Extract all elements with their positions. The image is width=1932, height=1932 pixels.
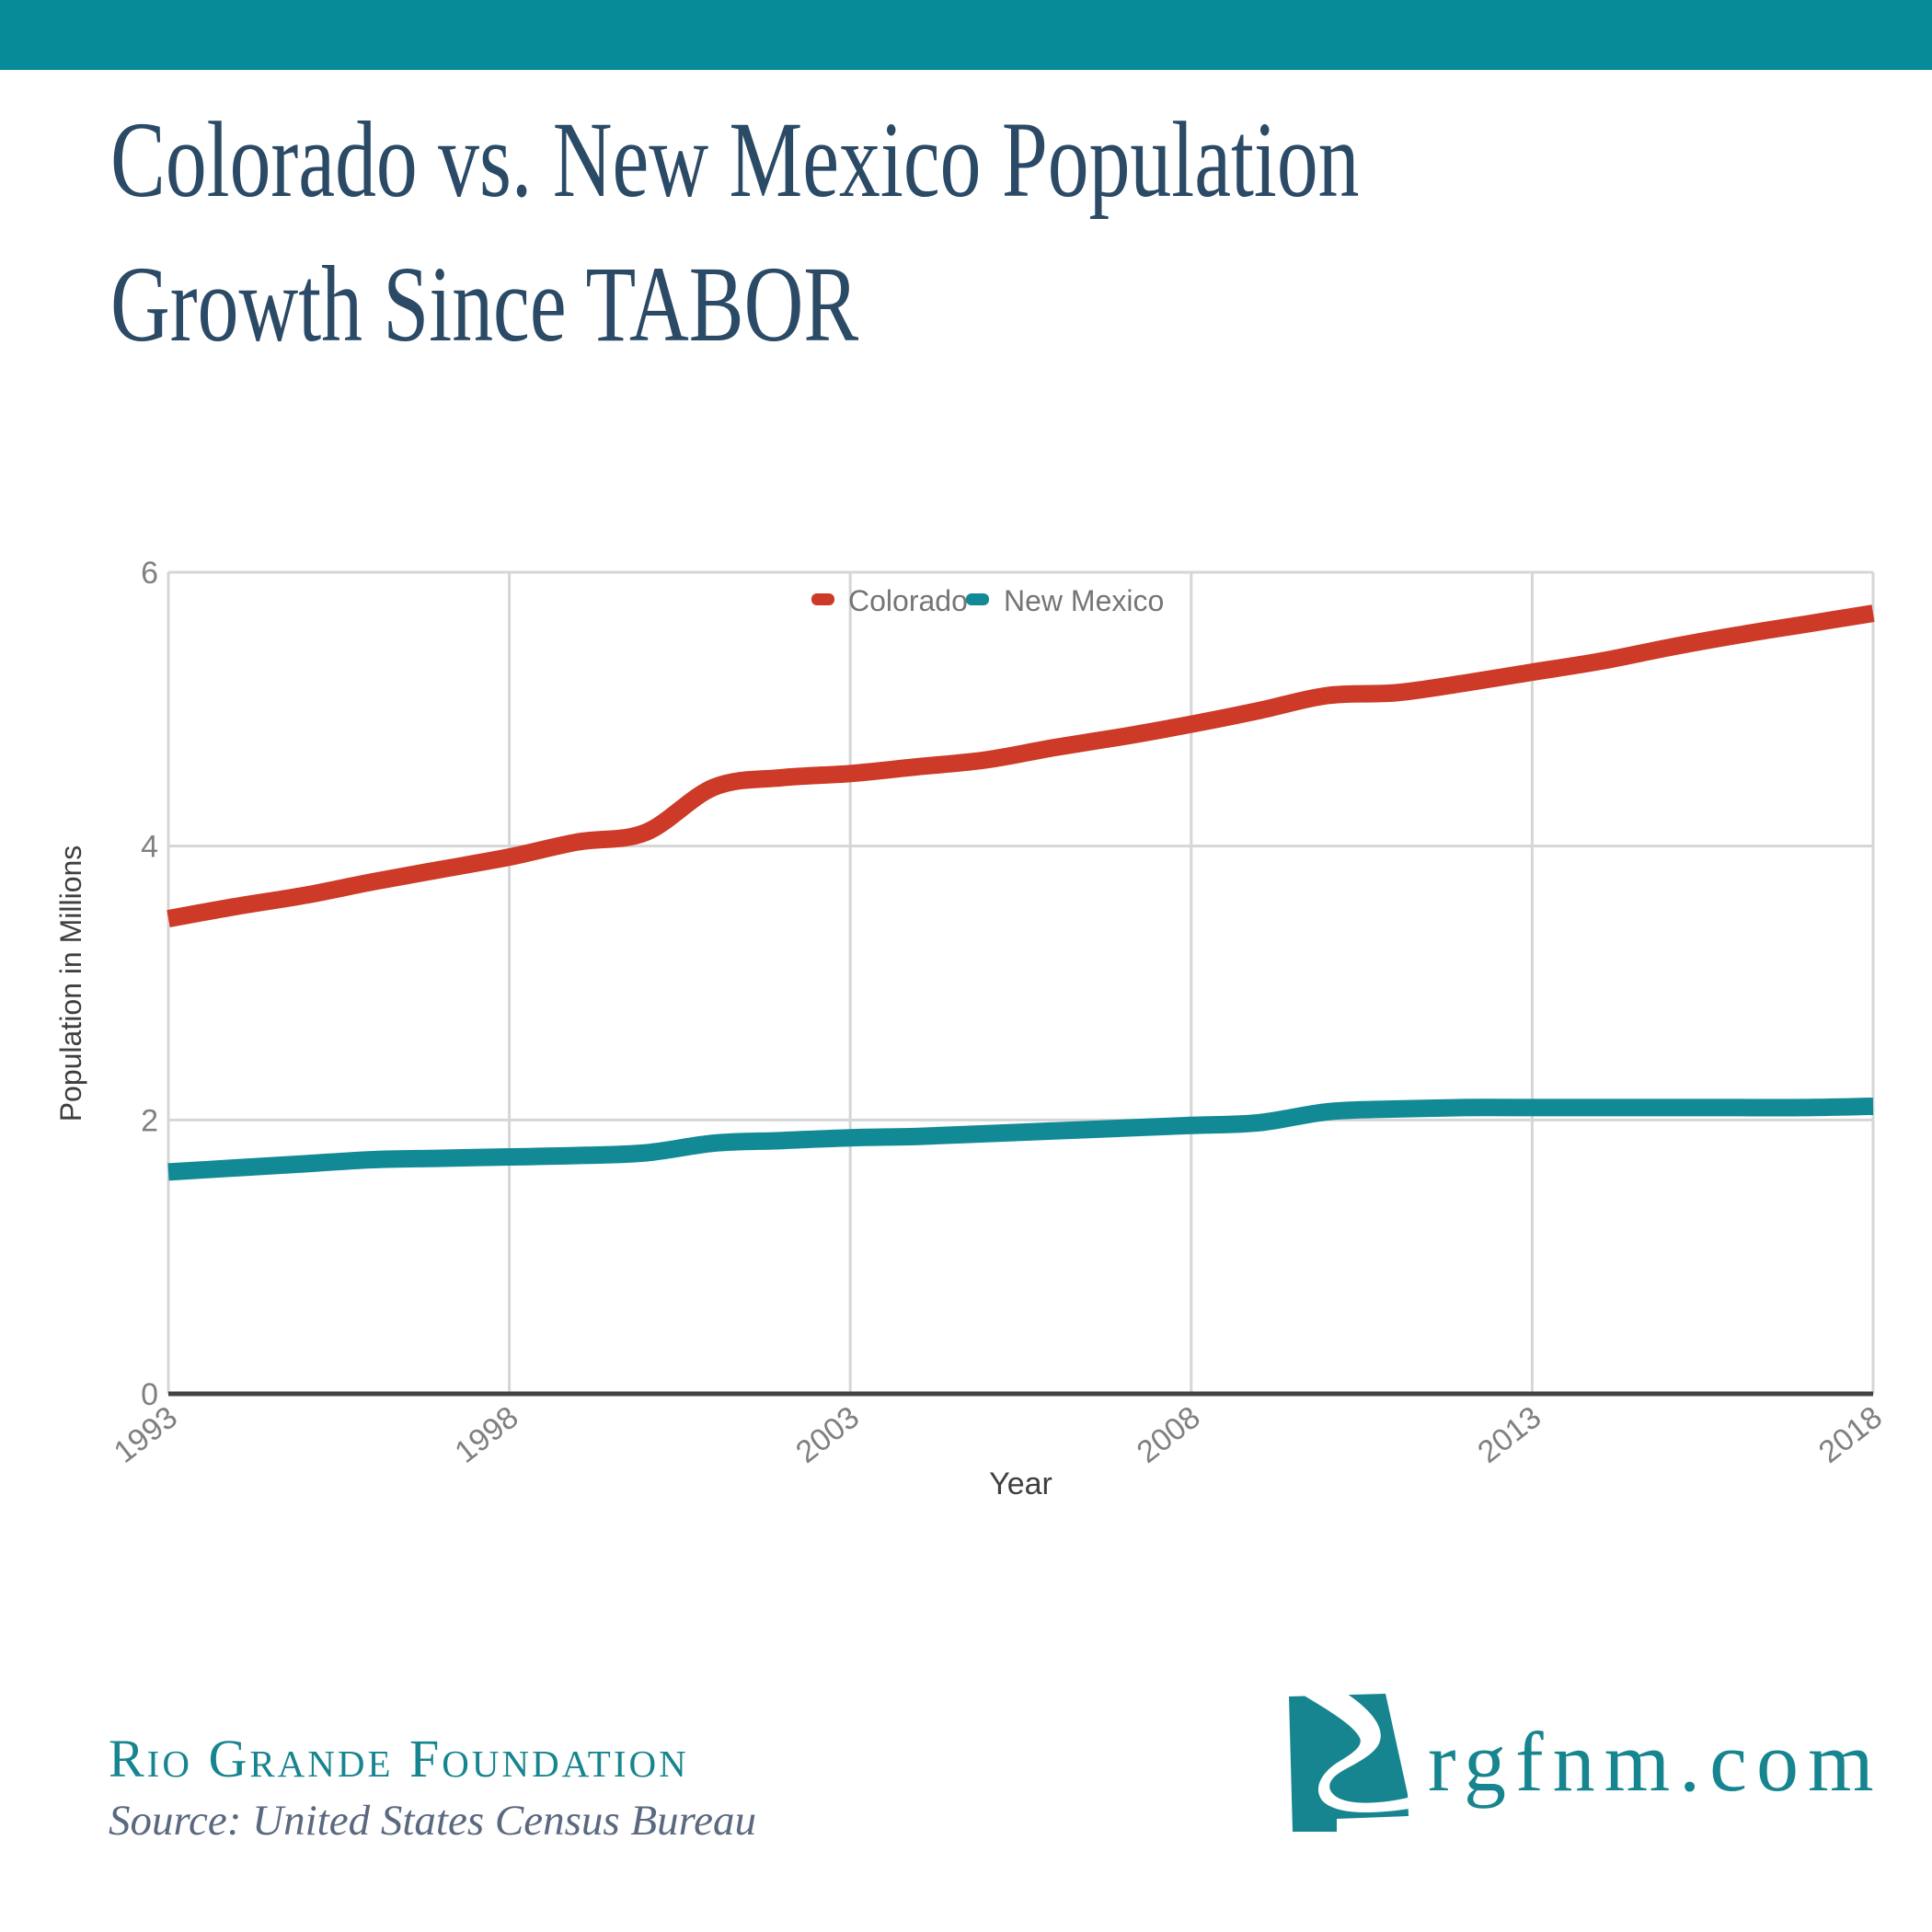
x-tick-label: 2013 bbox=[1471, 1399, 1547, 1470]
site-url: rgfnm.com bbox=[1428, 1715, 1883, 1809]
page-title-line2: Growth Since TABOR bbox=[110, 243, 859, 364]
source-note: Source: United States Census Bureau bbox=[109, 1797, 757, 1845]
foundation-name: Rio Grande Foundation bbox=[109, 1729, 689, 1788]
series-line-new-mexico bbox=[167, 1098, 1874, 1181]
x-tick-label: 2003 bbox=[789, 1399, 866, 1470]
y-axis-title: Population in Millions bbox=[54, 845, 87, 1122]
series-line-colorado bbox=[167, 604, 1875, 927]
rgf-logo bbox=[1289, 1694, 1409, 1832]
y-tick-label: 2 bbox=[141, 1103, 158, 1138]
y-tick-label: 4 bbox=[141, 830, 158, 865]
page-title: Colorado vs. New Mexico Population Growt… bbox=[110, 88, 1439, 377]
header-bar bbox=[0, 0, 1932, 70]
page-title-line1: Colorado vs. New Mexico Population bbox=[110, 99, 1360, 220]
legend-label-new-mexico: New Mexico bbox=[1004, 584, 1164, 617]
legend-swatch-colorado bbox=[811, 593, 834, 605]
x-tick-label: 2018 bbox=[1812, 1399, 1889, 1470]
legend-label-colorado: Colorado bbox=[848, 584, 968, 617]
y-tick-label: 0 bbox=[141, 1377, 158, 1412]
legend-swatch-new-mexico bbox=[966, 593, 989, 605]
x-axis-title: Year bbox=[989, 1466, 1052, 1501]
rgf-logo-river bbox=[1301, 1694, 1409, 1812]
y-tick-label: 6 bbox=[141, 556, 158, 591]
x-tick-label: 1998 bbox=[449, 1399, 525, 1470]
x-tick-label: 2008 bbox=[1131, 1399, 1207, 1470]
